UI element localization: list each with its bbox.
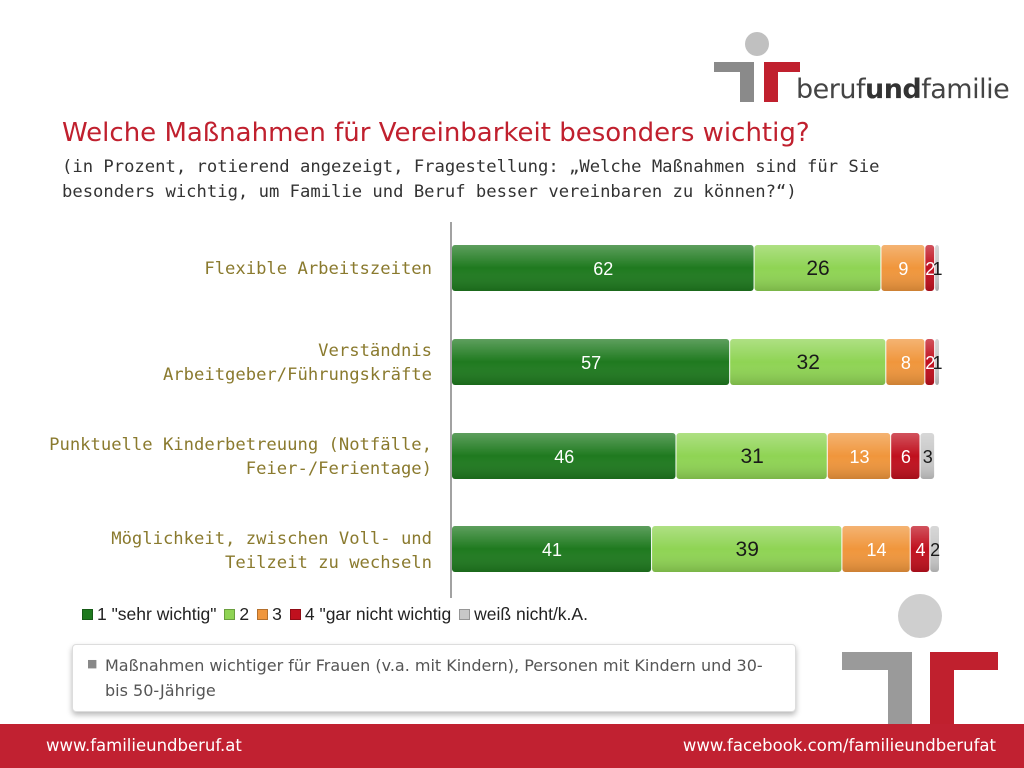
decorative-logo-mark-icon (842, 594, 998, 724)
bar-segment: 41 (452, 526, 652, 572)
chart-legend: 1 "sehr wichtig" 2 3 4 "gar nicht wichti… (82, 602, 596, 626)
logo-wordmark: berufundfamilie (796, 74, 1010, 105)
bar-segment: 2 (925, 245, 935, 291)
data-label: 57 (581, 353, 601, 373)
data-label: 31 (740, 445, 763, 468)
data-label: 2 (925, 259, 935, 279)
legend-swatch (289, 608, 301, 620)
bar-shine (676, 433, 827, 479)
legend-item-5: weiß nicht/k.A. (459, 604, 588, 625)
bar-shine (827, 433, 891, 479)
category-label: Flexible Arbeitszeiten (204, 259, 432, 279)
bar-shine (930, 526, 939, 572)
bar-shine (754, 245, 881, 291)
legend-item-1: 1 "sehr wichtig" (82, 604, 216, 625)
footer-website-link[interactable]: www.familieundberuf.at (46, 736, 242, 755)
data-label: 41 (542, 540, 562, 560)
bar-shine (886, 339, 925, 385)
legend-item-3: 3 (257, 604, 282, 625)
bullet-icon: ■ (87, 657, 98, 670)
bar-segment: 39 (652, 526, 842, 572)
note-box: ■ Maßnahmen wichtiger für Frauen (v.a. m… (72, 644, 796, 712)
bar-segment: 14 (842, 526, 910, 572)
bar-segment: 46 (452, 433, 676, 479)
data-label: 6 (901, 447, 911, 467)
legend-swatch (459, 608, 471, 620)
footer-bar: www.familieundberuf.at www.facebook.com/… (0, 724, 1024, 768)
page-title: Welche Maßnahmen für Vereinbarkeit beson… (62, 118, 810, 148)
bar-shine (935, 245, 939, 291)
bar-segment: 13 (827, 433, 891, 479)
data-label: 13 (849, 447, 869, 467)
legend-item-2: 2 (224, 604, 249, 625)
bar-segment: 6 (891, 433, 920, 479)
bar-segment: 62 (452, 245, 754, 291)
bar-segment: 8 (886, 339, 925, 385)
category-label: Punktuelle Kinderbetreuung (Notfälle, Fe… (49, 435, 432, 479)
legend-swatch (82, 608, 93, 620)
bar-segment: 3 (920, 433, 935, 479)
bar-segment: 26 (754, 245, 881, 291)
data-label: 1 (933, 259, 943, 279)
data-label: 14 (867, 540, 887, 560)
data-label: 1 (933, 353, 943, 373)
brand-logo: berufundfamilie (712, 30, 1010, 110)
data-label: 46 (554, 447, 574, 467)
data-label: 32 (797, 351, 820, 374)
bar-shine (842, 526, 910, 572)
bar-segment: 1 (933, 245, 943, 291)
data-label: 39 (736, 538, 759, 561)
data-label: 3 (923, 447, 933, 467)
legend-item-4: 4 "gar nicht wichtig (289, 604, 451, 625)
bar-segment: 2 (925, 339, 935, 385)
bar-shine (925, 245, 935, 291)
bar-shine (935, 339, 939, 385)
bar-segment: 32 (730, 339, 886, 385)
note-text: Maßnahmen wichtiger für Frauen (v.a. mit… (105, 656, 763, 700)
data-label: 2 (925, 353, 935, 373)
bar-shine (910, 526, 930, 572)
bar-shine (925, 339, 935, 385)
bar-shine (452, 339, 730, 385)
bar-shine (920, 433, 935, 479)
bar-shine (452, 245, 754, 291)
legend-swatch (257, 608, 269, 620)
data-label: 4 (915, 540, 925, 560)
data-label: 2 (930, 540, 940, 560)
bar-shine (652, 526, 842, 572)
category-label: Verständnis Arbeitgeber/Führungskräfte (162, 341, 432, 385)
legend-swatch (224, 608, 236, 620)
bar-segment: 9 (881, 245, 925, 291)
bar-shine (891, 433, 920, 479)
category-label: Möglichkeit, zwischen Voll- und Teilzeit… (111, 529, 432, 573)
bar-shine (730, 339, 886, 385)
bar-segment: 4 (910, 526, 930, 572)
data-label: 9 (898, 259, 908, 279)
bar-shine (452, 433, 676, 479)
bar-segment: 1 (933, 339, 943, 385)
bar-segment: 2 (930, 526, 940, 572)
data-label: 62 (593, 259, 613, 279)
logo-mark-icon (714, 32, 800, 102)
footer-facebook-link[interactable]: www.facebook.com/familieundberufat (682, 736, 996, 755)
page-subtitle: (in Prozent, rotierend angezeigt, Frages… (62, 157, 880, 202)
bar-shine (452, 526, 652, 572)
bar-shine (881, 245, 925, 291)
data-label: 26 (806, 257, 829, 280)
data-label: 8 (901, 353, 911, 373)
bar-segment: 57 (452, 339, 730, 385)
bar-segment: 31 (676, 433, 827, 479)
